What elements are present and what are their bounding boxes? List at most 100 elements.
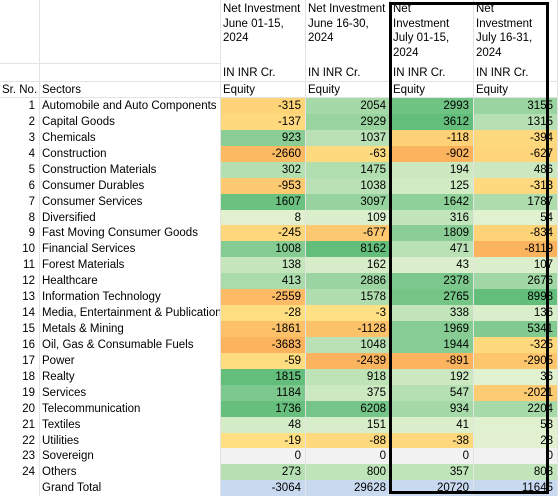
sector-cell[interactable]: Construction Materials bbox=[40, 162, 221, 178]
sectors-header[interactable]: Sectors bbox=[40, 82, 221, 98]
sector-cell[interactable]: Others bbox=[40, 464, 221, 480]
value-cell[interactable]: 125 bbox=[391, 178, 474, 194]
sector-cell[interactable]: Utilities bbox=[40, 433, 221, 449]
sr-no-cell[interactable]: 1 bbox=[0, 98, 40, 114]
value-cell[interactable]: 1787 bbox=[474, 194, 558, 210]
value-cell[interactable]: 2204 bbox=[474, 401, 558, 417]
value-cell[interactable]: 273 bbox=[221, 464, 306, 480]
sector-cell[interactable]: Services bbox=[40, 385, 221, 401]
sector-cell[interactable]: Textiles bbox=[40, 417, 221, 433]
value-cell[interactable]: -313 bbox=[474, 178, 558, 194]
value-cell[interactable]: 1037 bbox=[306, 130, 391, 146]
value-cell[interactable]: -834 bbox=[474, 225, 558, 241]
value-cell[interactable]: 5341 bbox=[474, 321, 558, 337]
value-cell[interactable]: 41 bbox=[391, 417, 474, 433]
sr-no-cell[interactable]: 8 bbox=[0, 210, 40, 226]
value-cell[interactable]: 3612 bbox=[391, 114, 474, 130]
sr-no-cell[interactable]: 7 bbox=[0, 194, 40, 210]
value-cell[interactable]: 375 bbox=[306, 385, 391, 401]
value-cell[interactable]: 2993 bbox=[391, 98, 474, 114]
sector-cell[interactable]: Construction bbox=[40, 146, 221, 162]
sector-cell[interactable]: Automobile and Auto Components bbox=[40, 98, 221, 114]
sector-cell[interactable]: Oil, Gas & Consumable Fuels bbox=[40, 337, 221, 353]
value-cell[interactable]: -902 bbox=[391, 146, 474, 162]
sr-no-cell[interactable]: 10 bbox=[0, 241, 40, 257]
value-cell[interactable]: 36 bbox=[474, 369, 558, 385]
unit-label[interactable]: IN INR Cr. bbox=[391, 64, 474, 82]
value-cell[interactable]: 53 bbox=[474, 417, 558, 433]
value-cell[interactable]: 194 bbox=[391, 162, 474, 178]
value-cell[interactable]: -137 bbox=[221, 114, 306, 130]
grand-total-label[interactable]: Grand Total bbox=[40, 480, 221, 496]
value-cell[interactable]: -1861 bbox=[221, 321, 306, 337]
value-cell[interactable]: 316 bbox=[391, 210, 474, 226]
sr-no-cell[interactable]: 13 bbox=[0, 289, 40, 305]
sr-no-cell[interactable]: 17 bbox=[0, 353, 40, 369]
sector-cell[interactable]: Healthcare bbox=[40, 273, 221, 289]
value-cell[interactable]: 547 bbox=[391, 385, 474, 401]
value-cell[interactable]: -627 bbox=[474, 146, 558, 162]
unit-label[interactable]: IN INR Cr. bbox=[221, 64, 306, 82]
value-cell[interactable]: -8119 bbox=[474, 241, 558, 257]
value-cell[interactable]: 0 bbox=[221, 448, 306, 464]
value-cell[interactable]: 1642 bbox=[391, 194, 474, 210]
value-cell[interactable]: 138 bbox=[221, 257, 306, 273]
value-cell[interactable]: -315 bbox=[221, 98, 306, 114]
equity-header[interactable]: Equity bbox=[306, 82, 391, 98]
equity-header[interactable]: Equity bbox=[474, 82, 558, 98]
sr-no-cell[interactable]: 23 bbox=[0, 448, 40, 464]
value-cell[interactable]: 1809 bbox=[391, 225, 474, 241]
sector-cell[interactable]: Metals & Mining bbox=[40, 321, 221, 337]
value-cell[interactable]: 413 bbox=[221, 273, 306, 289]
header-period-4[interactable]: Net Investment July 16-31, 2024 bbox=[474, 0, 558, 64]
sr-no-cell[interactable]: 5 bbox=[0, 162, 40, 178]
value-cell[interactable]: -394 bbox=[474, 130, 558, 146]
sr-no-cell[interactable]: 15 bbox=[0, 321, 40, 337]
equity-header[interactable]: Equity bbox=[221, 82, 306, 98]
sr-no-cell[interactable]: 14 bbox=[0, 305, 40, 321]
value-cell[interactable]: -2439 bbox=[306, 353, 391, 369]
value-cell[interactable]: 471 bbox=[391, 241, 474, 257]
sr-no-cell[interactable]: 6 bbox=[0, 178, 40, 194]
value-cell[interactable]: -3683 bbox=[221, 337, 306, 353]
value-cell[interactable]: 0 bbox=[391, 448, 474, 464]
grand-total-cell[interactable]: 11645 bbox=[474, 480, 558, 496]
header-period-3[interactable]: Net Investment July 01-15, 2024 bbox=[391, 0, 474, 64]
value-cell[interactable]: 107 bbox=[474, 257, 558, 273]
value-cell[interactable]: 1607 bbox=[221, 194, 306, 210]
value-cell[interactable]: -59 bbox=[221, 353, 306, 369]
sector-cell[interactable]: Realty bbox=[40, 369, 221, 385]
value-cell[interactable]: -245 bbox=[221, 225, 306, 241]
value-cell[interactable]: 1969 bbox=[391, 321, 474, 337]
value-cell[interactable]: 934 bbox=[391, 401, 474, 417]
value-cell[interactable]: 918 bbox=[306, 369, 391, 385]
unit-blank-2[interactable] bbox=[40, 64, 221, 82]
value-cell[interactable]: 1315 bbox=[474, 114, 558, 130]
header-blank-2[interactable] bbox=[40, 0, 221, 64]
value-cell[interactable]: 43 bbox=[391, 257, 474, 273]
value-cell[interactable]: 2676 bbox=[474, 273, 558, 289]
value-cell[interactable]: 151 bbox=[306, 417, 391, 433]
value-cell[interactable]: -63 bbox=[306, 146, 391, 162]
value-cell[interactable]: 1048 bbox=[306, 337, 391, 353]
value-cell[interactable]: 800 bbox=[306, 464, 391, 480]
sector-cell[interactable]: Fast Moving Consumer Goods bbox=[40, 225, 221, 241]
sr-no-cell[interactable]: 12 bbox=[0, 273, 40, 289]
value-cell[interactable]: 1475 bbox=[306, 162, 391, 178]
value-cell[interactable]: 357 bbox=[391, 464, 474, 480]
value-cell[interactable]: 338 bbox=[391, 305, 474, 321]
header-period-2[interactable]: Net Investment June 16-30, 2024 bbox=[306, 0, 391, 64]
value-cell[interactable]: -118 bbox=[391, 130, 474, 146]
grand-total-cell[interactable]: 20720 bbox=[391, 480, 474, 496]
value-cell[interactable]: -2021 bbox=[474, 385, 558, 401]
sector-cell[interactable]: Media, Entertainment & Publication bbox=[42, 305, 221, 321]
sector-cell[interactable]: Consumer Services bbox=[40, 194, 221, 210]
value-cell[interactable]: -953 bbox=[221, 178, 306, 194]
value-cell[interactable]: 8998 bbox=[474, 289, 558, 305]
value-cell[interactable]: 2886 bbox=[306, 273, 391, 289]
header-blank-1[interactable] bbox=[0, 0, 40, 64]
value-cell[interactable]: 109 bbox=[306, 210, 391, 226]
value-cell[interactable]: 808 bbox=[474, 464, 558, 480]
value-cell[interactable]: 486 bbox=[474, 162, 558, 178]
sector-cell[interactable]: Consumer Durables bbox=[40, 178, 221, 194]
